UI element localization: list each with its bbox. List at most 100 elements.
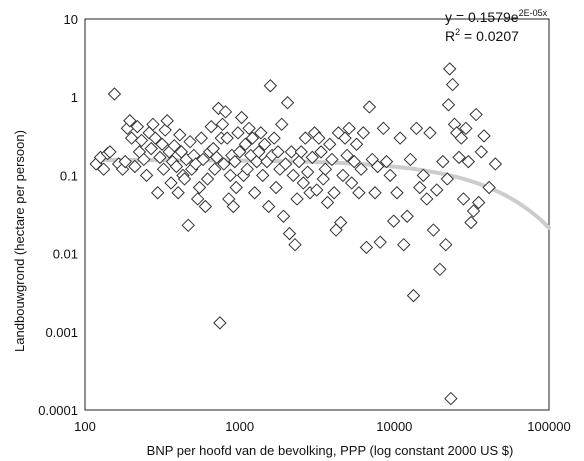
data-point xyxy=(156,162,171,176)
data-point xyxy=(314,145,328,159)
data-point xyxy=(347,154,361,169)
data-point xyxy=(312,131,326,145)
data-point xyxy=(305,150,320,165)
x-tick-label: 1000 xyxy=(225,419,254,434)
data-point xyxy=(254,126,268,140)
data-point xyxy=(393,131,407,145)
data-point xyxy=(459,121,473,136)
data-point xyxy=(96,162,111,176)
x-tick-label: 100 xyxy=(74,419,96,434)
x-tick-label: 100000 xyxy=(527,419,570,434)
data-point xyxy=(196,152,210,167)
data-point xyxy=(433,262,447,276)
r-squared-label: R2 = 0.0207 xyxy=(445,27,519,44)
data-point xyxy=(123,114,137,128)
data-point xyxy=(242,121,256,136)
data-point xyxy=(118,154,132,169)
data-point xyxy=(183,134,197,149)
data-point xyxy=(320,195,335,210)
data-point xyxy=(444,391,458,406)
data-point xyxy=(275,117,289,132)
data-point xyxy=(482,180,496,195)
data-point xyxy=(454,131,469,145)
data-point xyxy=(171,186,185,200)
data-point xyxy=(439,237,453,252)
data-point xyxy=(229,180,243,195)
data-point xyxy=(150,186,165,200)
data-point xyxy=(318,162,333,176)
data-point xyxy=(316,172,330,186)
data-point xyxy=(290,192,304,206)
data-point xyxy=(128,159,142,174)
data-point xyxy=(442,62,457,76)
data-point xyxy=(160,114,174,128)
plot-border xyxy=(84,18,550,411)
y-tick-label: 0.001 xyxy=(45,325,78,340)
data-point xyxy=(192,180,207,195)
data-point xyxy=(452,150,466,165)
data-point xyxy=(271,145,285,159)
data-point xyxy=(261,199,276,214)
data-point xyxy=(376,121,391,136)
data-point xyxy=(386,214,401,228)
data-point xyxy=(103,145,117,159)
data-point xyxy=(397,237,411,252)
data-point xyxy=(232,145,247,159)
data-point xyxy=(257,137,272,151)
data-point xyxy=(238,137,253,151)
data-point xyxy=(158,123,172,137)
data-point xyxy=(215,117,230,132)
data-point xyxy=(362,100,377,114)
data-point xyxy=(288,237,302,252)
data-point xyxy=(430,183,444,197)
y-tick-label: 10 xyxy=(64,12,78,27)
data-point xyxy=(139,168,154,183)
data-point xyxy=(153,150,167,165)
data-point xyxy=(340,148,354,163)
data-point xyxy=(209,150,224,165)
data-point xyxy=(218,105,233,119)
data-point xyxy=(349,137,364,151)
data-point xyxy=(284,145,299,159)
data-point xyxy=(252,145,266,159)
data-point xyxy=(181,218,195,233)
data-point xyxy=(282,226,297,241)
data-point xyxy=(173,128,187,142)
data-point xyxy=(461,154,476,169)
data-point xyxy=(200,172,215,186)
data-point xyxy=(124,131,139,145)
data-point xyxy=(280,96,295,110)
data-point xyxy=(220,131,234,145)
data-point xyxy=(477,129,491,143)
data-point xyxy=(390,186,404,200)
data-point xyxy=(379,154,394,169)
data-point xyxy=(423,126,437,140)
x-axis-label: BNP per hoofd van de bevolking, PPP (log… xyxy=(147,443,514,458)
data-point xyxy=(298,131,313,145)
data-point xyxy=(198,199,213,214)
data-point xyxy=(327,186,341,200)
data-point xyxy=(146,117,160,132)
data-point xyxy=(228,154,242,169)
data-point xyxy=(226,199,241,214)
data-point xyxy=(368,186,382,200)
data-point xyxy=(130,119,145,134)
data-point xyxy=(409,121,424,136)
data-point xyxy=(144,141,158,156)
data-point xyxy=(167,138,182,153)
data-point xyxy=(286,168,300,183)
y-axis-label: Landbouwgrond (hectare per persoon) xyxy=(12,130,27,352)
data-point xyxy=(296,176,311,190)
y-tick-label: 0.01 xyxy=(53,247,78,262)
data-point xyxy=(115,162,130,176)
data-point xyxy=(134,133,149,148)
data-point xyxy=(406,288,421,303)
data-point xyxy=(469,107,483,122)
data-point xyxy=(310,183,324,197)
data-point xyxy=(240,162,254,176)
data-point xyxy=(373,235,387,249)
data-points xyxy=(89,62,503,406)
data-point xyxy=(440,172,455,186)
data-point xyxy=(342,121,356,136)
data-point xyxy=(356,126,371,140)
